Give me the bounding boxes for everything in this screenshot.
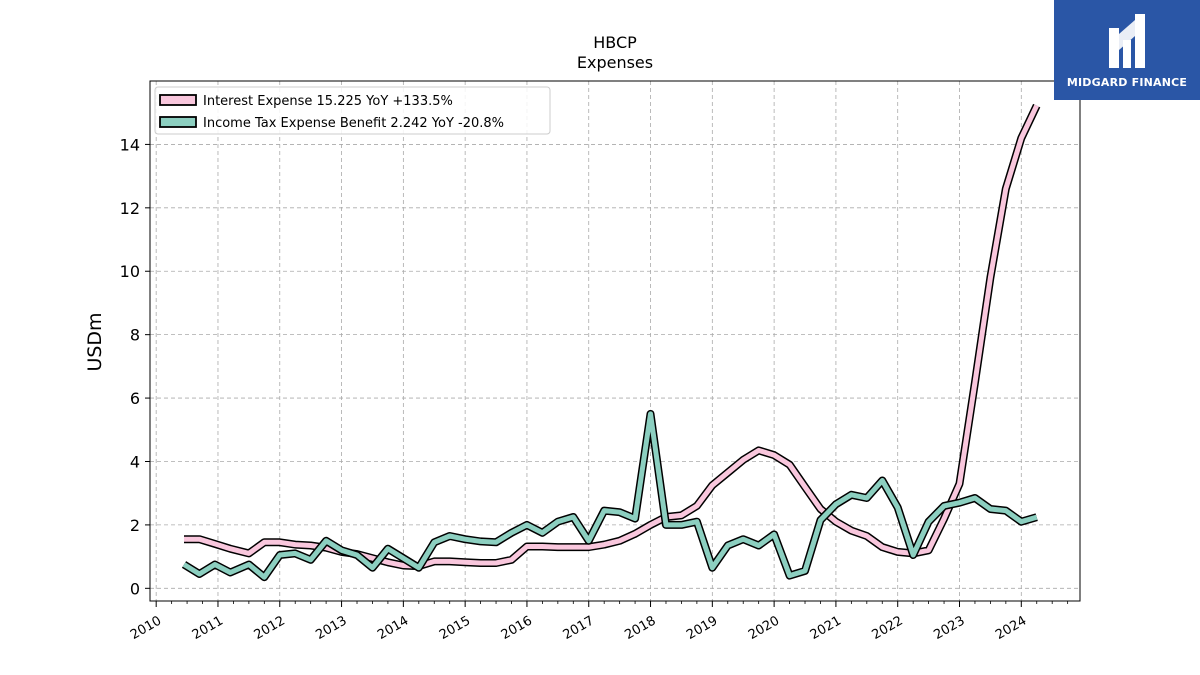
brand-name: MIDGARD FINANCE: [1066, 76, 1188, 89]
legend-swatch-0: [159, 94, 197, 106]
legend: Interest Expense 15.225 YoY +133.5% Incom…: [154, 86, 551, 135]
x-tick-label: 2021: [808, 613, 844, 643]
y-tick-label: 2: [130, 516, 140, 535]
series-line-1: [182, 411, 1038, 580]
x-tick-label: 2013: [313, 613, 349, 643]
series-line-outline-1: [181, 409, 1038, 582]
x-tick-label: 2018: [622, 613, 658, 643]
brand-logo-icon: [1109, 14, 1145, 68]
axes: 0 2 4 6 8 10 12 14 2010 2011 2012 2013 2014 2015 2016 2…: [120, 135, 1069, 643]
x-tick-label: 2017: [561, 613, 597, 643]
chart-title: HBCP: [593, 33, 637, 52]
x-tick-label: 2011: [190, 613, 226, 643]
x-tick-label: 2024: [993, 613, 1029, 643]
series-lines: [181, 103, 1041, 582]
legend-label-0: Interest Expense 15.225 YoY +133.5%: [203, 94, 453, 109]
series-line-0: [184, 104, 1039, 569]
x-tick-label: 2016: [499, 613, 535, 643]
y-tick-label: 0: [130, 579, 140, 598]
y-tick-label: 6: [130, 389, 140, 408]
legend-swatch-1: [159, 116, 197, 128]
y-tick-label: 4: [130, 452, 140, 471]
y-tick-label: 14: [120, 135, 140, 154]
brand-logo: MIDGARD FINANCE: [1054, 0, 1200, 100]
x-tick-label: 2022: [870, 613, 906, 643]
legend-label-1: Income Tax Expense Benefit 2.242 YoY -20…: [203, 116, 504, 131]
x-tick-label: 2023: [931, 613, 967, 643]
y-tick-label: 8: [130, 326, 140, 345]
grid: [150, 81, 1080, 601]
x-tick-label: 2010: [128, 613, 164, 643]
x-tick-label: 2019: [684, 613, 720, 643]
chart-subtitle: Expenses: [577, 53, 653, 72]
plot-frame: [149, 80, 1081, 602]
x-tick-label: 2015: [437, 613, 473, 643]
y-tick-label: 12: [120, 199, 140, 218]
legend-box: [154, 86, 551, 135]
x-tick-label: 2020: [746, 613, 782, 643]
y-tick-label: 10: [120, 262, 140, 281]
series-line-outline-0: [184, 103, 1041, 571]
x-tick-label: 2012: [252, 613, 288, 643]
y-axis-label: USDm: [84, 312, 106, 371]
x-tick-label: 2014: [375, 613, 411, 643]
